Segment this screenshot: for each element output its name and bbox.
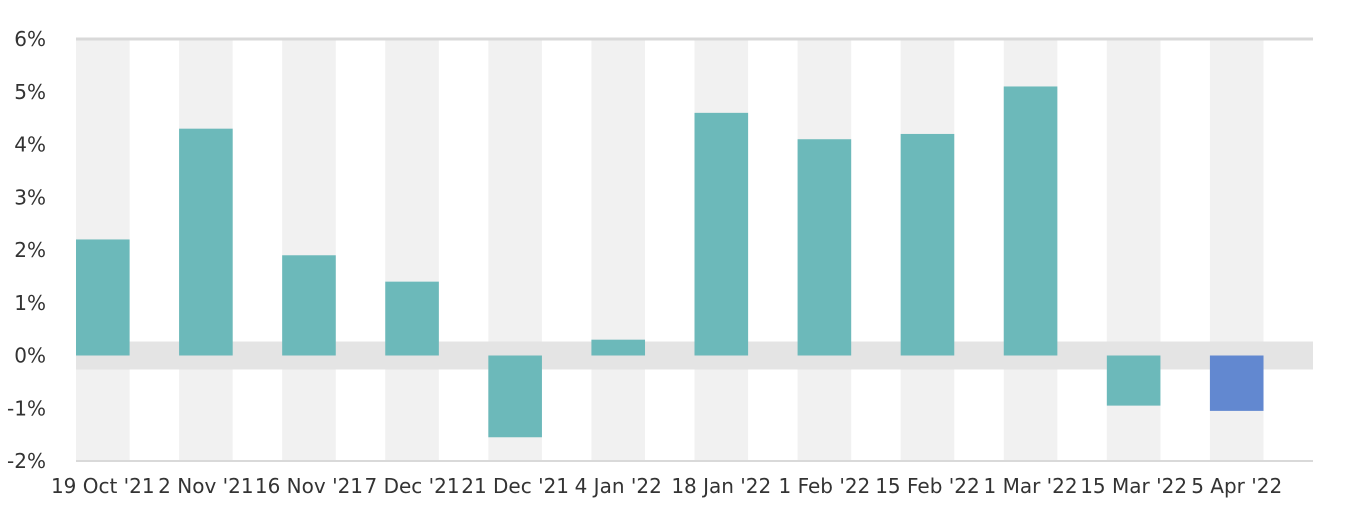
background-stripes xyxy=(76,39,1264,461)
y-tick-label: 5% xyxy=(14,80,46,104)
x-tick-label: 1 Mar '22 xyxy=(983,474,1077,498)
y-tick-label: 4% xyxy=(14,133,46,157)
bar xyxy=(385,281,439,356)
bar xyxy=(1209,355,1264,411)
x-tick-label: 19 Oct '21 xyxy=(51,474,155,498)
y-tick-label: 2% xyxy=(14,238,46,262)
x-tick-label: 4 Jan '22 xyxy=(575,474,662,498)
labels: 6%5%4%3%2%1%0%-1%-2%19 Oct '21 2 Nov '21 1… xyxy=(7,27,1282,498)
background-stripe xyxy=(385,39,439,461)
x-tick-label: 15 Feb '22 xyxy=(875,474,980,498)
bar xyxy=(488,355,542,438)
x-tick-label: 16 Nov '21 xyxy=(255,474,363,498)
bars xyxy=(76,86,1264,438)
x-tick-label: 2 Nov '21 xyxy=(158,474,253,498)
y-tick-label: -2% xyxy=(7,449,46,473)
bar xyxy=(694,112,749,356)
x-tick-label: 1 Feb '22 xyxy=(778,474,870,498)
bar xyxy=(282,255,336,356)
background-stripe xyxy=(282,39,336,461)
bar xyxy=(797,139,852,356)
y-tick-label: -1% xyxy=(7,396,46,420)
axes xyxy=(76,37,1313,462)
x-tick-label: 5 Apr '22 xyxy=(1191,474,1282,498)
y-tick-label: 0% xyxy=(14,344,46,368)
bar xyxy=(76,239,130,356)
y-tick-label: 3% xyxy=(14,185,46,209)
background-stripe xyxy=(591,39,646,461)
bar xyxy=(179,128,233,356)
x-tick-label: 15 Mar '22 xyxy=(1080,474,1187,498)
x-tick-label: 7 Dec '21 xyxy=(365,474,460,498)
x-tick-label: 18 Jan '22 xyxy=(671,474,771,498)
y-tick-label: 1% xyxy=(14,291,46,315)
bar xyxy=(1106,355,1161,406)
y-tick-label: 6% xyxy=(14,27,46,51)
bar xyxy=(1003,86,1058,356)
bar xyxy=(591,339,646,356)
x-tick-label: 21 Dec '21 xyxy=(461,474,569,498)
bar xyxy=(900,133,955,356)
